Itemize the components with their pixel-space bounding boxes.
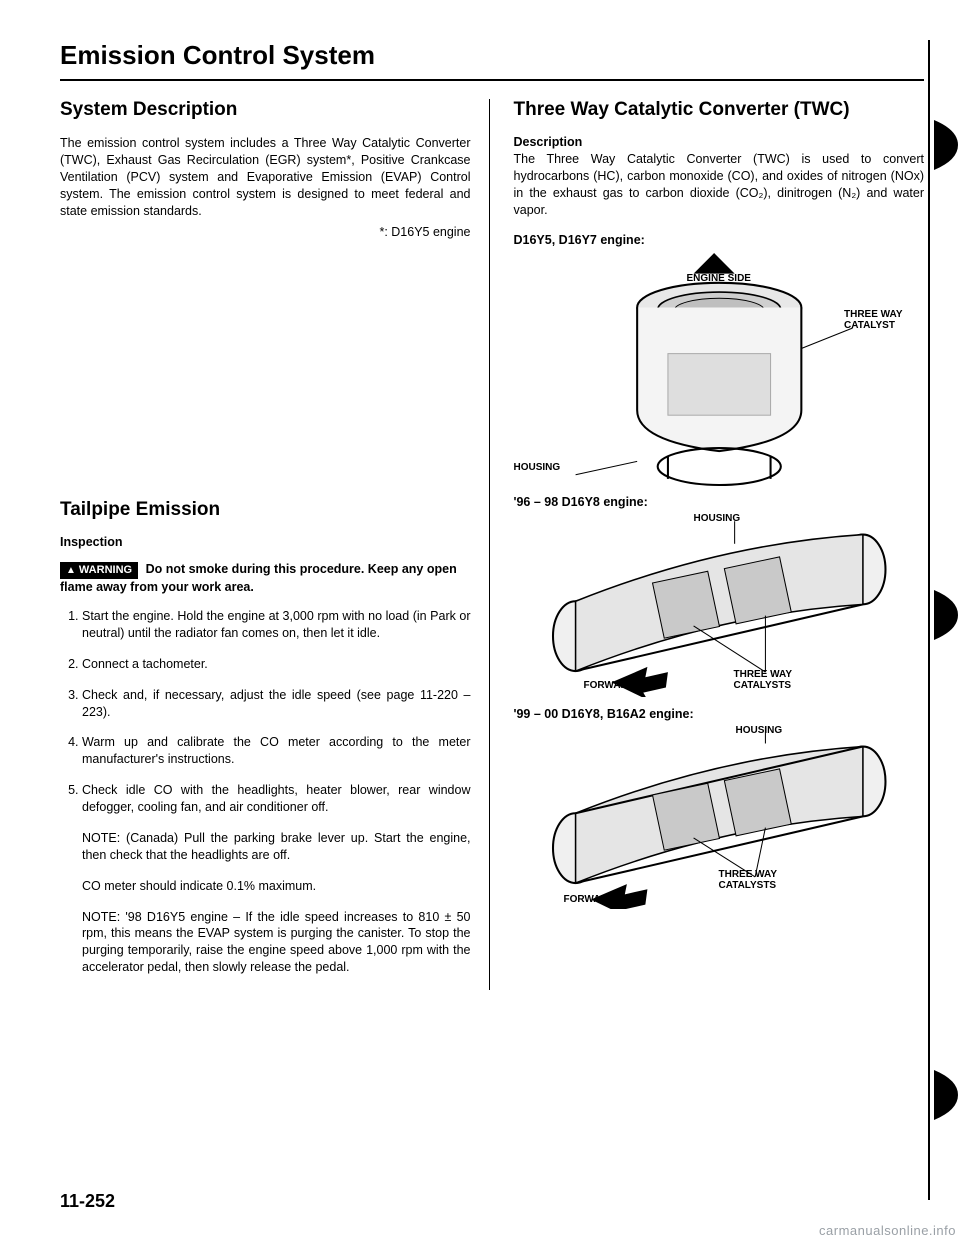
thumb-tab-1 (934, 120, 958, 170)
engine-footnote: *: D16Y5 engine (60, 225, 471, 239)
step-3: Check and, if necessary, adjust the idle… (82, 687, 471, 721)
diagram3-label: '99 – 00 D16Y8, B16A2 engine: (514, 707, 925, 721)
step-1: Start the engine. Hold the engine at 3,0… (82, 608, 471, 642)
diagram2-svg (514, 513, 924, 698)
inspection-label: Inspection (60, 535, 471, 549)
page-number: 11-252 (60, 1191, 115, 1212)
callout-three-way-catalyst: THREE WAY CATALYST (844, 309, 924, 331)
callout-forward-3: FORWARD (564, 894, 615, 905)
page-title: Emission Control System (60, 40, 924, 71)
warning-paragraph: ▲WARNING Do not smoke during this proced… (60, 561, 471, 596)
diagram1-label: D16Y5, D16Y7 engine: (514, 233, 925, 247)
diagram3: HOUSING FORWARD THREE WAY CATALYSTS (514, 725, 925, 905)
callout-engine-side: ENGINE SIDE (687, 273, 751, 284)
tailpipe-emission-heading: Tailpipe Emission (60, 499, 471, 521)
diagram2: HOUSING FORWARD THREE WAY CATALYSTS (514, 513, 925, 693)
step-2: Connect a tachometer. (82, 656, 471, 673)
callout-housing: HOUSING (514, 462, 561, 473)
note-canada: NOTE: (Canada) Pull the parking brake le… (82, 830, 471, 864)
callout-housing-2: HOUSING (694, 513, 741, 524)
title-rule (60, 79, 924, 81)
twc-heading: Three Way Catalytic Converter (TWC) (514, 99, 925, 121)
co-maximum-line: CO meter should indicate 0.1% maximum. (82, 878, 471, 895)
description-label: Description (514, 135, 925, 149)
note-d16y5: NOTE: '98 D16Y5 engine – If the idle spe… (82, 909, 471, 977)
system-description-heading: System Description (60, 99, 471, 121)
description-body: The Three Way Catalytic Converter (TWC) … (514, 151, 925, 219)
step-5: Check idle CO with the headlights, heate… (82, 782, 471, 816)
thumb-tab-3 (934, 1070, 958, 1120)
step-4: Warm up and calibrate the CO meter accor… (82, 734, 471, 768)
thumb-tab-2 (934, 590, 958, 640)
right-column: Three Way Catalytic Converter (TWC) Desc… (514, 99, 925, 990)
procedure-steps: Start the engine. Hold the engine at 3,0… (60, 608, 471, 816)
side-tabs (930, 0, 960, 1242)
callout-catalysts-2: THREE WAY CATALYSTS (734, 669, 824, 691)
diagram1-svg (514, 251, 925, 508)
callout-housing-3: HOUSING (736, 725, 783, 736)
left-column: System Description The emission control … (60, 99, 490, 990)
diagram1: ENGINE SIDE THREE WAY CATALYST HOUSING (514, 251, 925, 481)
system-description-body: The emission control system includes a T… (60, 135, 471, 219)
warning-triangle-icon: ▲ (66, 564, 76, 578)
warning-badge: ▲WARNING (60, 562, 138, 579)
warning-badge-text: WARNING (79, 564, 132, 576)
callout-catalysts-3: THREE WAY CATALYSTS (719, 869, 809, 891)
callout-forward-2: FORWARD (584, 680, 635, 691)
